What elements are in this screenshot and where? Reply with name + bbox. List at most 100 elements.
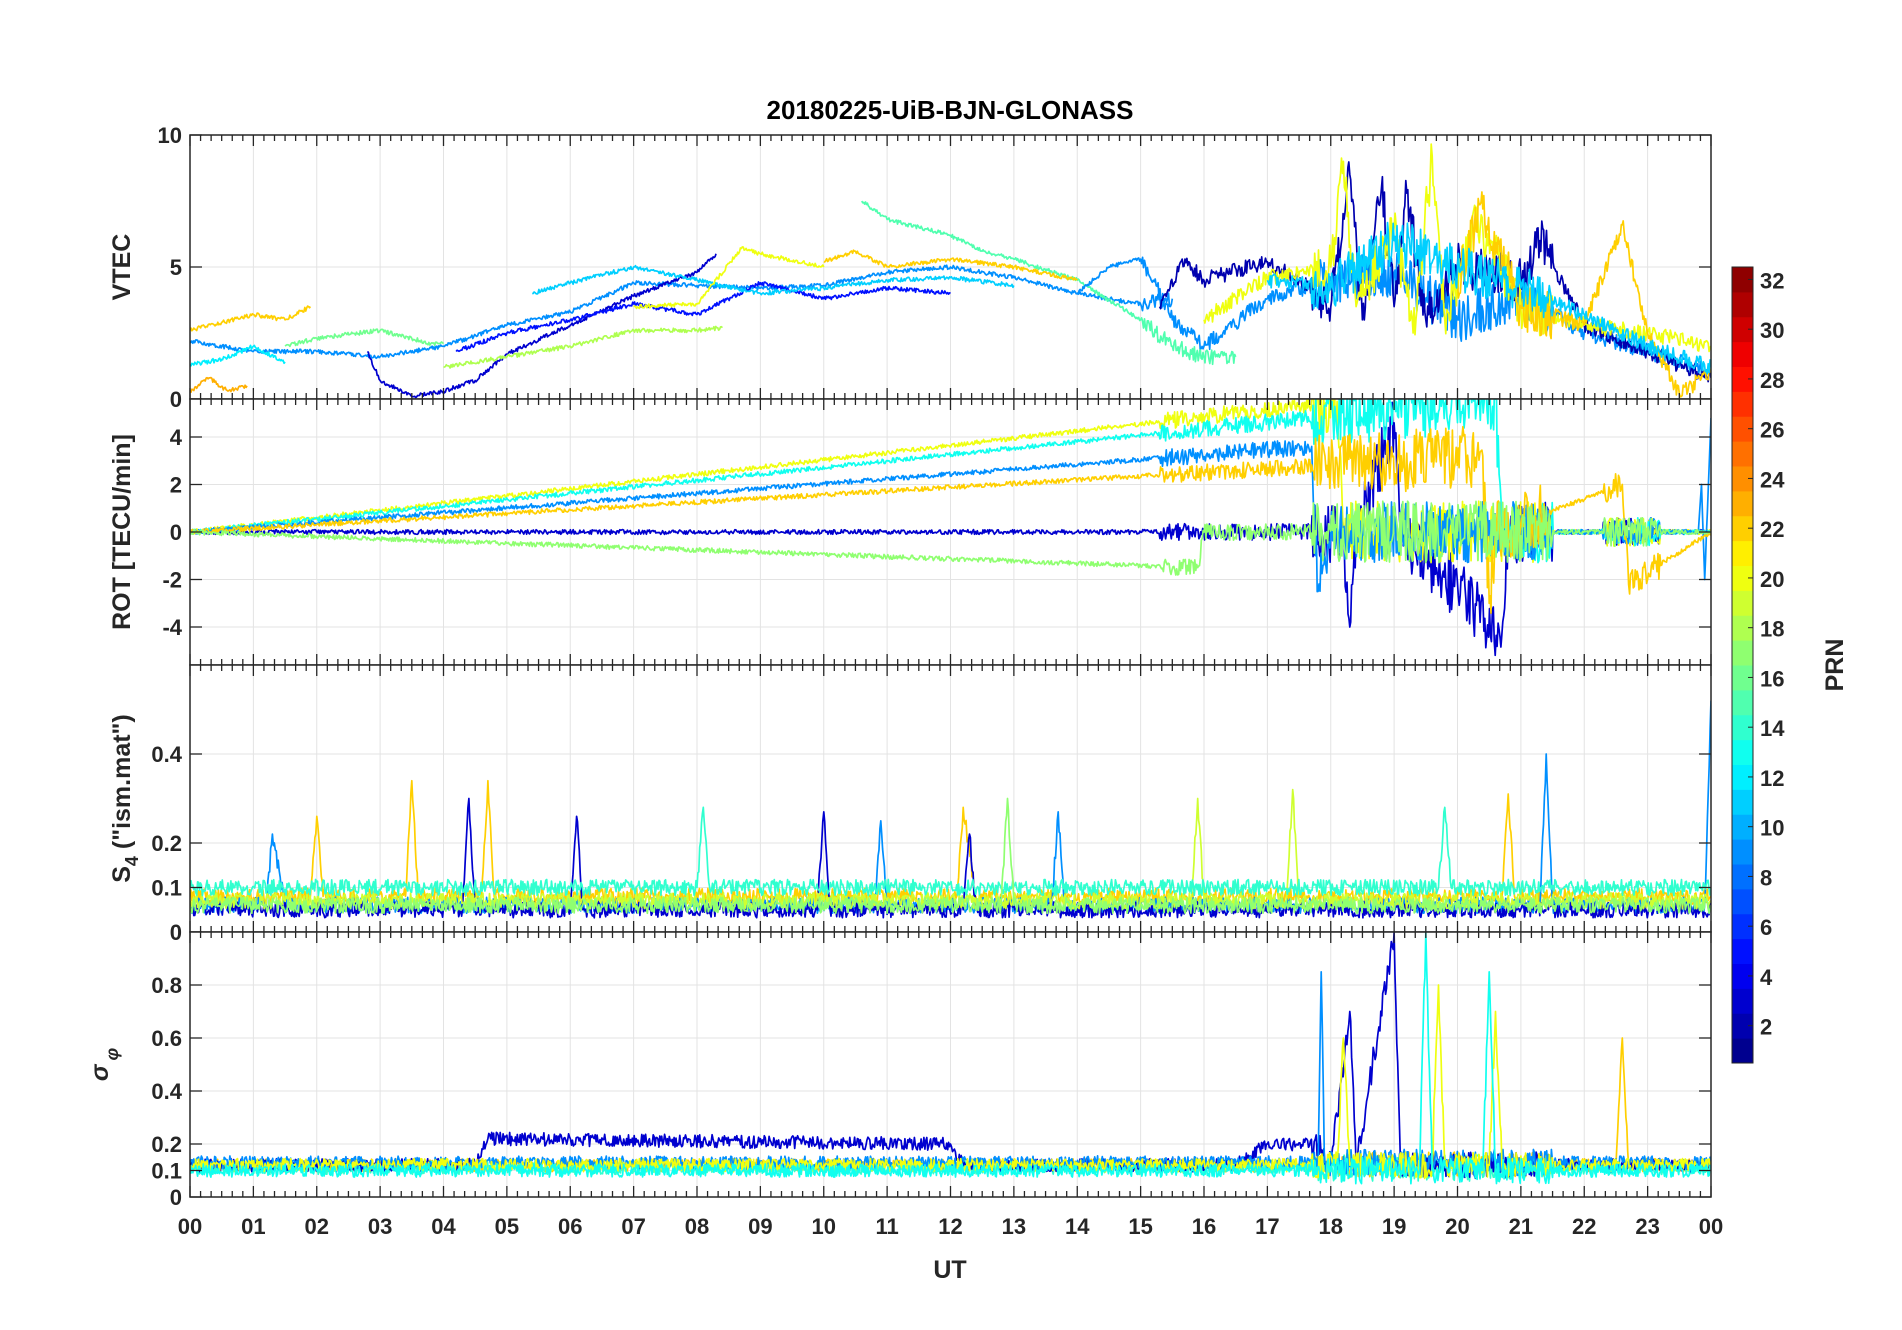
colorbar-swatch-prn-22 bbox=[1732, 515, 1753, 542]
vtec-series-prn-12 bbox=[190, 344, 286, 367]
x-tick-label: 00 bbox=[1699, 1214, 1723, 1239]
colorbar-swatch-prn-21 bbox=[1732, 540, 1753, 566]
chart-title: 20180225-UiB-BJN-GLONASS bbox=[766, 95, 1133, 125]
y-tick-label: 4 bbox=[170, 425, 183, 450]
colorbar-tick-label: 28 bbox=[1760, 368, 1784, 393]
x-tick-label: 22 bbox=[1572, 1214, 1596, 1239]
sigma_phi-y-axis-label: σφ bbox=[86, 1048, 122, 1082]
y-tick-label: 0.2 bbox=[151, 831, 182, 856]
colorbar-swatch-prn-7 bbox=[1732, 888, 1753, 915]
x-tick-label: 02 bbox=[305, 1214, 329, 1239]
rot-series-prn-17 bbox=[190, 500, 1711, 576]
x-tick-label: 21 bbox=[1509, 1214, 1533, 1239]
vtec-series-prn-20 bbox=[633, 246, 825, 310]
colorbar-label: PRN bbox=[1821, 639, 1849, 692]
s4-series-prn-14 bbox=[190, 806, 1711, 897]
y-tick-label: 0.2 bbox=[151, 1132, 182, 1157]
colorbar-swatch-prn-2 bbox=[1732, 1013, 1753, 1039]
colorbar-tick-label: 6 bbox=[1760, 915, 1772, 940]
y-tick-label: 5 bbox=[170, 255, 182, 280]
y-tick-label: 0.8 bbox=[151, 973, 182, 998]
colorbar-swatch-prn-24 bbox=[1732, 466, 1753, 492]
y-tick-label: 0 bbox=[170, 387, 182, 412]
y-tick-label: 0 bbox=[170, 520, 182, 545]
vtec-series-prn-22 bbox=[190, 305, 312, 332]
panel-vtec: 0 5 10 VTEC bbox=[108, 123, 1712, 412]
colorbar-swatch-prn-32 bbox=[1732, 267, 1753, 293]
colorbar-swatch-prn-4 bbox=[1732, 963, 1753, 989]
s4-series-prn-17 bbox=[190, 797, 1711, 915]
y-tick-label: -2 bbox=[162, 568, 182, 593]
y-tick-label: 0 bbox=[170, 1185, 182, 1210]
rot-y-axis-label: ROT [TECU/min] bbox=[108, 434, 136, 630]
colorbar-tick-label: 14 bbox=[1760, 716, 1785, 741]
rot-series-prn-22 bbox=[190, 425, 1711, 615]
colorbar-swatch-prn-29 bbox=[1732, 341, 1753, 367]
colorbar-tick-label: 10 bbox=[1760, 816, 1784, 841]
sigma_phi-series-prn-13 bbox=[190, 932, 1711, 1185]
colorbar-tick-label: 8 bbox=[1760, 865, 1772, 890]
panel-s4: 0 0.1 0.2 0.4 S4 ("ism.mat") bbox=[108, 664, 1712, 945]
ylabel-sub: φ bbox=[102, 1048, 122, 1061]
colorbar-swatch-prn-3 bbox=[1732, 988, 1753, 1014]
colorbar-tick-label: 2 bbox=[1760, 1015, 1772, 1040]
vtec-y-axis-label: VTEC bbox=[108, 234, 136, 301]
ylabel-sub: 4 bbox=[122, 856, 142, 866]
s4-y-axis-label: S4 ("ism.mat") bbox=[108, 714, 142, 883]
colorbar-swatch-prn-16 bbox=[1732, 665, 1753, 691]
y-tick-label: 0 bbox=[170, 920, 182, 945]
x-tick-label: 15 bbox=[1128, 1214, 1152, 1239]
y-tick-label: 2 bbox=[170, 473, 182, 498]
vtec-series-prn-9 bbox=[1076, 252, 1711, 379]
vtec-series-prn-11 bbox=[532, 264, 1015, 296]
colorbar-tick-label: 32 bbox=[1760, 268, 1784, 293]
colorbar-tick-label: 30 bbox=[1760, 318, 1784, 343]
colorbar-tick-label: 22 bbox=[1760, 517, 1784, 542]
x-tick-label: 16 bbox=[1192, 1214, 1216, 1239]
colorbar-tick-label: 24 bbox=[1760, 467, 1785, 492]
y-tick-label: 0.4 bbox=[151, 742, 182, 767]
x-tick-label: 03 bbox=[368, 1214, 392, 1239]
x-tick-label: 09 bbox=[748, 1214, 772, 1239]
colorbar-swatch-prn-8 bbox=[1732, 864, 1753, 890]
colorbar-swatch-prn-18 bbox=[1732, 615, 1753, 641]
x-tick-label: 13 bbox=[1002, 1214, 1026, 1239]
rot-series-prn-9 bbox=[190, 417, 1711, 593]
vtec-series-prn-11 bbox=[1266, 221, 1711, 375]
x-tick-label: 18 bbox=[1319, 1214, 1343, 1239]
colorbar-swatch-prn-20 bbox=[1732, 565, 1753, 591]
series-group bbox=[190, 700, 1711, 919]
vtec-series-prn-23 bbox=[190, 376, 248, 393]
x-axis-label: UT bbox=[933, 1256, 966, 1284]
x-tick-label: 11 bbox=[875, 1214, 898, 1239]
ylabel-main: σ bbox=[86, 1063, 114, 1081]
colorbar-swatch-prn-17 bbox=[1732, 640, 1753, 666]
x-tick-label: 07 bbox=[621, 1214, 645, 1239]
x-tick-label: 10 bbox=[812, 1214, 836, 1239]
x-tick-label: 05 bbox=[495, 1214, 519, 1239]
colorbar-tick-label: 12 bbox=[1760, 766, 1784, 791]
ylabel-rest: ("ism.mat") bbox=[108, 714, 136, 856]
series-group bbox=[190, 143, 1711, 399]
x-tick-label: 01 bbox=[241, 1214, 265, 1239]
vtec-series-prn-16 bbox=[284, 328, 445, 348]
vtec-series-prn-18 bbox=[443, 325, 724, 369]
x-tick-label: 17 bbox=[1255, 1214, 1279, 1239]
vtec-series-prn-3 bbox=[366, 253, 717, 399]
vtec-series-prn-5 bbox=[455, 281, 951, 353]
y-tick-label: 10 bbox=[158, 123, 182, 148]
colorbar-box bbox=[1731, 266, 1754, 1064]
vtec-series-prn-9 bbox=[190, 264, 1174, 360]
series-group bbox=[190, 932, 1711, 1185]
colorbar-tick-label: 18 bbox=[1760, 617, 1784, 642]
x-tick-label: 20 bbox=[1445, 1214, 1469, 1239]
colorbar-swatch-prn-6 bbox=[1732, 913, 1753, 940]
colorbar-swatch-prn-12 bbox=[1732, 764, 1753, 790]
panel-rot: -4 -2 0 2 4 ROT [TECU/min] bbox=[108, 398, 1712, 666]
colorbar-swatch-prn-30 bbox=[1732, 316, 1753, 343]
y-tick-label: 0.1 bbox=[151, 876, 182, 901]
y-tick-label: 0.4 bbox=[151, 1079, 182, 1104]
x-tick-label: 04 bbox=[431, 1214, 456, 1239]
